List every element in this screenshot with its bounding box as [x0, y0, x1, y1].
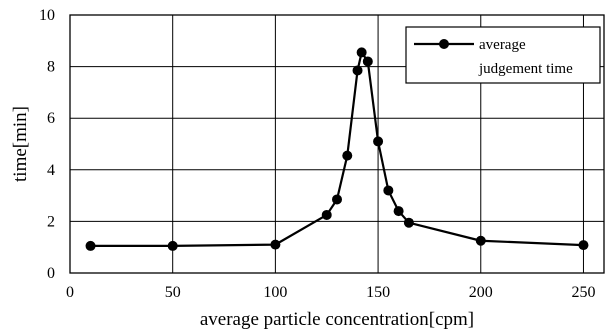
y-tick-label-8: 8 — [47, 59, 55, 76]
x-tick-label-50: 50 — [165, 284, 181, 301]
y-tick-labels: 0 2 4 6 8 10 — [39, 7, 55, 282]
data-point-0-10 — [383, 185, 394, 196]
series-group — [85, 47, 589, 251]
data-point-0-4 — [332, 194, 342, 205]
data-point-0-1 — [167, 240, 178, 251]
data-point-0-5 — [342, 150, 353, 161]
x-tick-label-200: 200 — [469, 284, 493, 301]
y-tick-label-2: 2 — [47, 213, 55, 230]
x-tick-labels: 0 50 100 150 200 250 — [66, 284, 595, 301]
data-point-0-2 — [270, 239, 281, 250]
x-tick-label-100: 100 — [263, 284, 287, 301]
y-tick-label-10: 10 — [39, 7, 55, 24]
data-point-0-8 — [362, 56, 373, 67]
data-point-0-6 — [352, 65, 363, 76]
x-axis-title: average particle concentration[cpm] — [200, 309, 474, 329]
data-point-0-0 — [85, 240, 96, 251]
y-tick-label-4: 4 — [47, 162, 55, 179]
data-point-0-3 — [321, 209, 332, 220]
legend-label-line-2: judgement time — [478, 61, 573, 77]
y-tick-label-6: 6 — [47, 110, 55, 127]
data-point-0-9 — [373, 136, 384, 147]
data-point-0-13 — [475, 235, 486, 246]
legend-marker — [439, 39, 449, 49]
x-tick-label-250: 250 — [571, 284, 595, 301]
y-axis-title: time[min] — [10, 106, 31, 182]
data-point-0-14 — [578, 240, 589, 251]
legend-box — [405, 26, 601, 84]
plot-frame — [69, 14, 605, 274]
x-tick-label-0: 0 — [66, 284, 74, 301]
y-tick-label-0: 0 — [47, 265, 55, 282]
legend: average judgement time — [405, 26, 601, 84]
legend-label-line-1: average — [479, 37, 526, 53]
data-point-0-7 — [356, 47, 367, 58]
data-point-0-11 — [393, 206, 404, 217]
x-tick-label-150: 150 — [366, 284, 390, 301]
data-point-0-12 — [403, 217, 414, 228]
